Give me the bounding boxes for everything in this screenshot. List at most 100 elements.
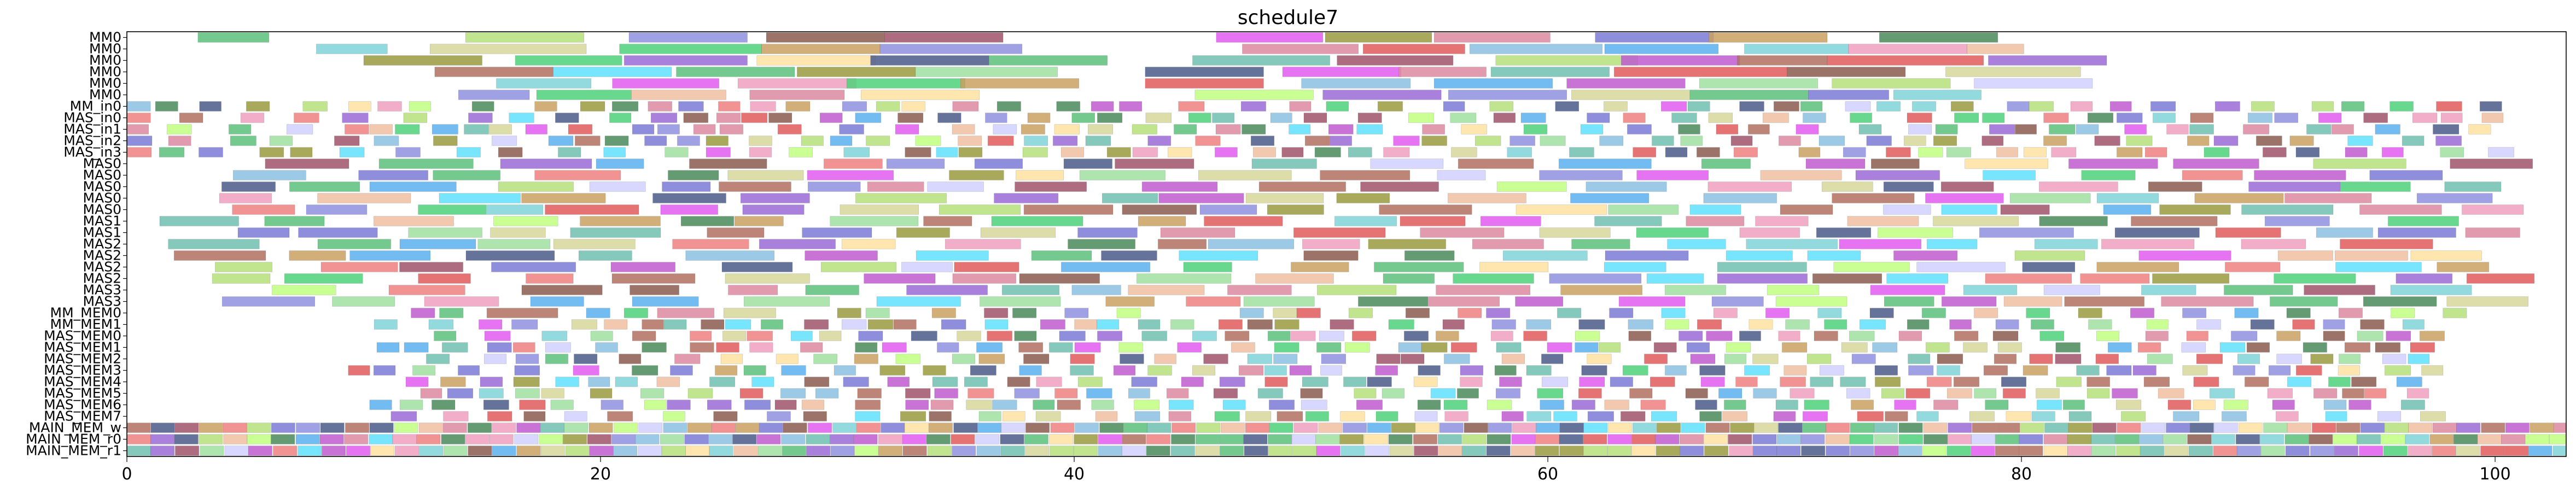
task-bar	[1490, 67, 1610, 77]
task-bar	[232, 170, 306, 180]
task-bar	[159, 216, 239, 226]
task-bar	[1122, 204, 1197, 215]
task-bar	[1188, 113, 1211, 123]
task-bar	[672, 239, 749, 249]
task-bar	[563, 434, 587, 444]
task-bar	[897, 113, 924, 123]
task-bar	[2161, 296, 2254, 307]
task-bar	[394, 423, 418, 433]
task-bar	[514, 365, 540, 376]
y-tick-label: MAS_MEM4	[44, 374, 121, 390]
task-bar	[1348, 147, 1372, 157]
task-bar	[1320, 170, 1411, 180]
task-bar	[970, 365, 996, 376]
task-bar	[855, 193, 947, 203]
task-bar	[1631, 434, 1656, 444]
task-bar	[1989, 124, 2015, 134]
task-bar	[2440, 113, 2463, 123]
task-bar	[952, 446, 976, 456]
task-bar	[2189, 446, 2213, 456]
task-bar	[1022, 147, 1048, 157]
task-bar	[1274, 342, 1299, 353]
task-bar	[1874, 423, 1898, 433]
task-bar	[1604, 400, 1629, 410]
task-bar	[374, 136, 399, 146]
task-bar	[1374, 262, 1464, 272]
task-bar	[1507, 147, 1532, 157]
task-bar	[813, 354, 837, 364]
task-bar	[1983, 170, 2036, 180]
task-bar	[1587, 411, 1614, 421]
task-bar	[721, 262, 793, 272]
task-bar	[1364, 434, 1388, 444]
task-bar	[1033, 400, 1055, 410]
task-bar	[2444, 181, 2502, 192]
task-bar	[2196, 354, 2223, 364]
task-bar	[369, 181, 457, 192]
task-bar	[1095, 411, 1118, 421]
task-bar	[1578, 388, 1602, 399]
task-bar	[893, 319, 917, 330]
task-bar	[2243, 124, 2270, 134]
task-bar	[1074, 446, 1098, 456]
task-bar	[2309, 434, 2333, 444]
task-bar	[2106, 365, 2132, 376]
task-bar	[830, 136, 853, 146]
task-bar	[1825, 434, 1850, 444]
task-bar	[906, 285, 988, 295]
task-bar	[2015, 124, 2037, 134]
task-bar	[1012, 308, 1037, 318]
task-bar	[2117, 423, 2141, 433]
task-bar	[1269, 423, 1293, 433]
task-bar	[1726, 250, 1793, 261]
task-bar	[525, 124, 547, 134]
task-bar	[1448, 193, 1526, 203]
task-bar	[2126, 136, 2153, 146]
task-bar	[1436, 285, 1531, 295]
task-bar	[964, 377, 988, 387]
task-bar	[1330, 136, 1352, 146]
task-bar	[2357, 434, 2381, 444]
task-bar	[1115, 159, 1194, 169]
task-bar	[1988, 55, 2107, 66]
task-bar	[1916, 411, 1939, 421]
task-bar	[1821, 181, 1873, 192]
task-bar	[1383, 147, 1410, 157]
task-bar	[492, 446, 516, 456]
task-bar	[479, 319, 503, 330]
task-bar	[1798, 147, 1821, 157]
task-bar	[2313, 159, 2406, 169]
task-bar	[1992, 331, 2019, 341]
task-bar	[349, 250, 431, 261]
task-bar	[628, 32, 748, 43]
task-bar	[1268, 434, 1292, 444]
task-bar	[483, 400, 509, 410]
task-bar	[1680, 446, 1704, 456]
y-tick-label: MAS_in1	[63, 121, 121, 137]
task-bar	[1520, 113, 1546, 123]
task-bar	[1245, 411, 1272, 421]
task-bar	[1091, 101, 1114, 112]
y-tick-label: MAS3	[83, 294, 121, 309]
task-bar	[1633, 147, 1656, 157]
task-bar	[2549, 434, 2567, 444]
task-bar	[1941, 204, 1997, 215]
task-bar	[511, 319, 538, 330]
task-bar	[1192, 331, 1217, 341]
task-bar	[1737, 55, 1828, 66]
task-bar	[399, 400, 423, 410]
task-bar	[1739, 227, 1800, 238]
task-bar	[408, 227, 482, 238]
task-bar	[1946, 446, 1971, 456]
task-bar	[395, 446, 419, 456]
task-bar	[590, 331, 613, 341]
task-bar	[1803, 113, 1826, 123]
task-bar	[1054, 124, 1080, 134]
task-bar	[1336, 193, 1390, 203]
task-bar	[1782, 342, 1808, 353]
task-bar	[2357, 331, 2383, 341]
task-bar	[734, 216, 784, 226]
task-bar	[2359, 204, 2442, 215]
task-bar	[2296, 365, 2322, 376]
task-bar	[1054, 388, 1078, 399]
